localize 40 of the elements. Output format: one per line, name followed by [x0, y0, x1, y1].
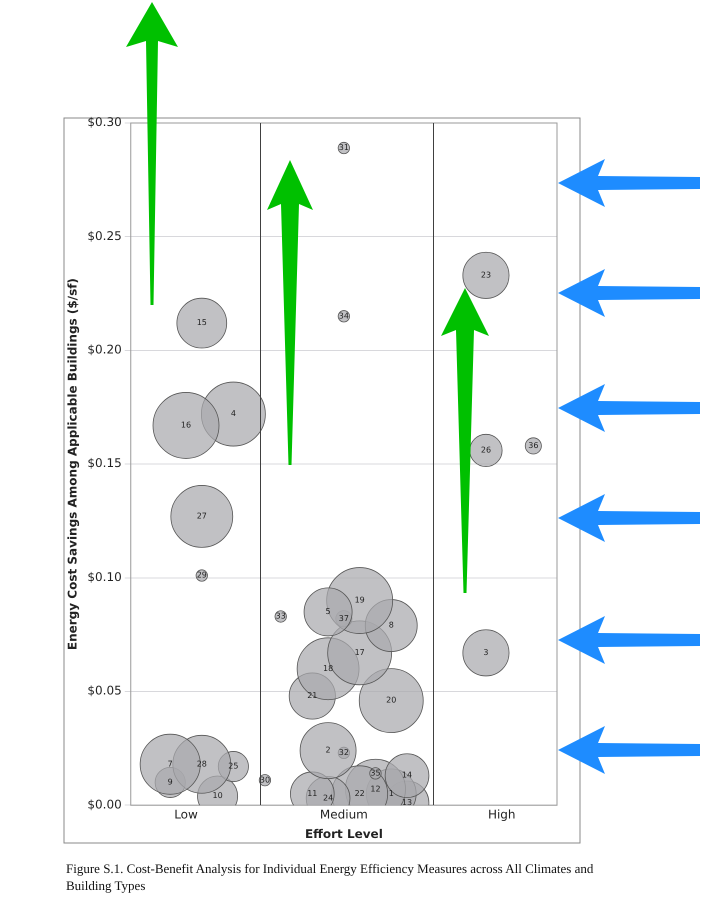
series-label: 26	[480, 446, 492, 455]
series-label: 23	[480, 270, 492, 280]
y-axis-title: Energy Cost Savings Among Applicable Buildings ($/sf)	[65, 278, 80, 650]
series-label: 20	[386, 696, 396, 705]
series-label: 31	[338, 143, 349, 152]
y-tick-label: $0.00	[87, 797, 122, 812]
series-label: 34	[338, 311, 349, 320]
series-label: 10	[212, 791, 223, 800]
series-label: 27	[196, 511, 207, 520]
series-label: 9	[168, 778, 173, 787]
x-axis-title: Effort Level	[304, 826, 383, 841]
x-tick-label: Medium	[320, 808, 368, 822]
series-label: 5	[326, 606, 331, 616]
series-label: 19	[354, 596, 365, 605]
series-label: 17	[354, 648, 365, 657]
y-tick-label: $0.05	[87, 684, 122, 698]
series-label: 7	[168, 759, 173, 768]
series-label: 11	[307, 788, 318, 798]
series-label: 8	[388, 620, 394, 630]
series-label: 3	[483, 648, 489, 657]
series-label: 32	[338, 748, 349, 757]
series-label: 15	[196, 318, 207, 328]
y-tick-label: $0.15	[87, 456, 122, 470]
series-label: 37	[338, 614, 349, 623]
series-label: 22	[354, 788, 365, 798]
series-label: 24	[322, 793, 334, 802]
x-tick-label: Low	[174, 808, 198, 822]
y-tick-label: $0.30	[87, 115, 122, 130]
series-label: 36	[528, 440, 538, 450]
text: Figure S.1. Cost-Benefit Analysis for Individual Energy Efficiency Measures across All Climates and Building Types	[66, 860, 594, 894]
x-tick-label: High	[488, 808, 516, 822]
series-label: 29	[196, 570, 207, 580]
y-tick-label: $0.25	[87, 228, 122, 243]
y-tick-label: $0.10	[87, 570, 122, 584]
series-label: 2	[326, 746, 331, 755]
y-tick-label: $0.20	[87, 342, 122, 357]
series-label: 33	[276, 612, 286, 621]
series-label: 30	[260, 775, 270, 784]
series-label: 4	[230, 409, 236, 418]
series-label: 16	[180, 420, 192, 430]
